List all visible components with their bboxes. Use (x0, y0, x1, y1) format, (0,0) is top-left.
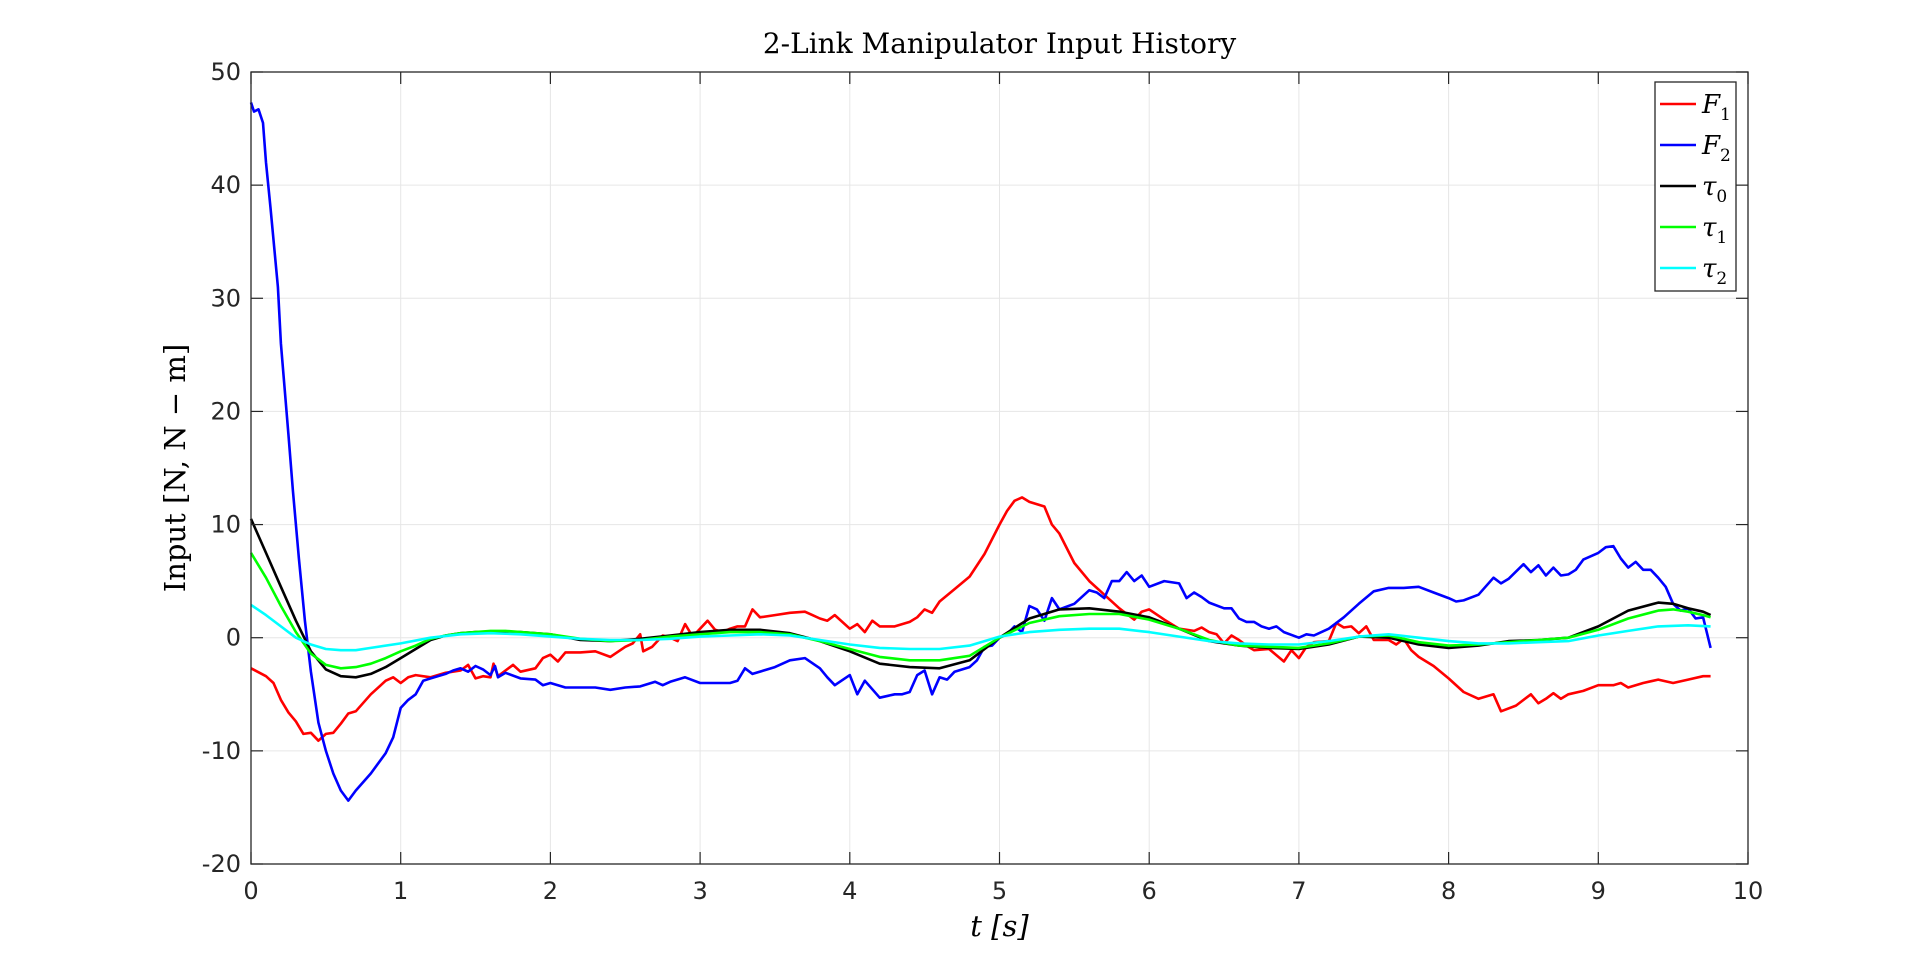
y-tick-label: 30 (210, 284, 241, 312)
series-lines (249, 102, 1712, 802)
x-tick-label: 9 (1591, 877, 1606, 905)
legend-label-1: F2 (1701, 131, 1731, 166)
grid-lines (250, 71, 1749, 865)
legend-name: F (1701, 131, 1721, 161)
x-tick-label: 2 (543, 877, 558, 905)
series-line-1 (249, 102, 1712, 802)
x-tick-label: 3 (692, 877, 707, 905)
x-tick-label: 7 (1291, 877, 1306, 905)
x-tick-label: 1 (393, 877, 408, 905)
x-tick-label: 6 (1142, 877, 1157, 905)
legend-label-0: F1 (1701, 90, 1731, 125)
x-tick-label: 5 (992, 877, 1007, 905)
x-tick-label: 10 (1733, 877, 1764, 905)
legend-name: τ (1702, 172, 1717, 202)
y-tick-label: 50 (210, 58, 241, 86)
legend-subscript: 1 (1720, 105, 1731, 125)
y-tick-label: -10 (202, 737, 241, 765)
y-tick-label: 20 (210, 397, 241, 425)
legend-label-2: τ0 (1702, 172, 1727, 207)
series-line-0 (250, 496, 1711, 742)
legend-label-4: τ2 (1702, 254, 1727, 289)
y-tick-label: -20 (202, 850, 241, 878)
legend-name: τ (1702, 213, 1717, 243)
legend-name: τ (1702, 254, 1717, 284)
legend-label-3: τ1 (1702, 213, 1727, 248)
series-line-4 (250, 603, 1711, 652)
legend-subscript: 1 (1716, 228, 1727, 248)
chart-title: 2-Link Manipulator Input History (763, 27, 1237, 60)
x-tick-label: 8 (1441, 877, 1456, 905)
x-tick-label: 4 (842, 877, 857, 905)
y-tick-label: 0 (226, 624, 241, 652)
x-tick-label: 0 (243, 877, 258, 905)
y-tick-label: 10 (210, 511, 241, 539)
y-tick-label: 40 (210, 171, 241, 199)
y-axis-label: Input [N, N − m] (158, 344, 192, 592)
legend-subscript: 0 (1716, 187, 1727, 207)
legend-name: F (1701, 90, 1721, 120)
legend-subscript: 2 (1720, 146, 1731, 166)
x-axis-label: t [s] (970, 909, 1029, 943)
legend-subscript: 2 (1716, 269, 1727, 289)
